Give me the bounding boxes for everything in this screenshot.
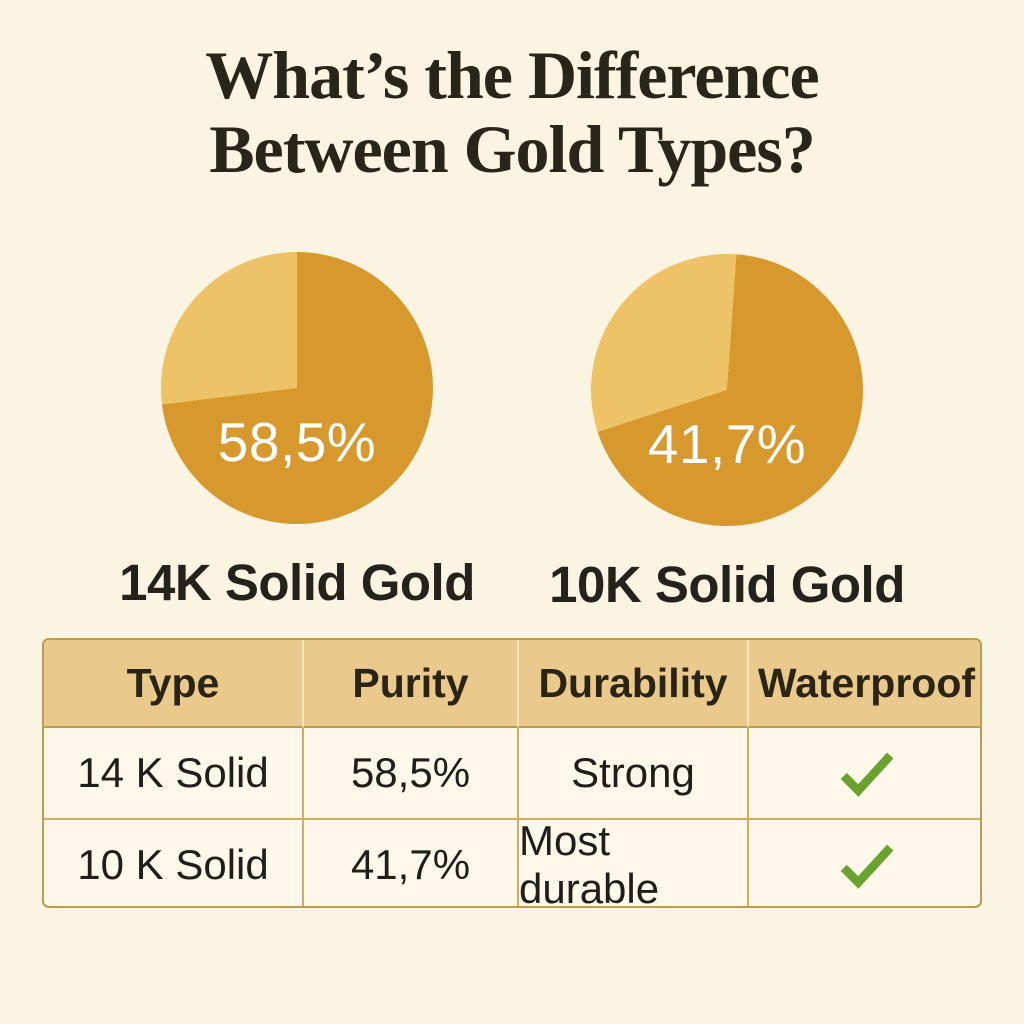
- table-cell-durability-14k: Strong: [519, 728, 749, 820]
- table-cell-type-14k: 14 K Solid: [44, 728, 304, 820]
- pie-group-14k: 58,5% 14K Solid Gold: [110, 252, 484, 612]
- table-cell-waterproof-14k: [749, 728, 980, 820]
- title-line-1: What’s the Difference: [205, 37, 819, 113]
- pie-caption-14k: 14K Solid Gold: [119, 554, 475, 611]
- pie-chart-10k: 41,7%: [591, 254, 863, 526]
- column-header-durability: Durability: [519, 640, 749, 728]
- page-title: What’s the Difference Between Gold Types…: [0, 38, 1024, 186]
- column-header-purity: Purity: [304, 640, 519, 728]
- comparison-table: Type Purity Durability Waterproof 14 K S…: [42, 638, 982, 908]
- pie-chart-14k: 58,5%: [161, 252, 433, 524]
- table-cell-type-10k: 10 K Solid: [44, 820, 304, 906]
- pie-value-label-10k: 41,7%: [647, 413, 807, 475]
- pie-value-label-14k: 58,5%: [217, 411, 377, 473]
- pie-caption-10k: 10K Solid Gold: [549, 556, 905, 613]
- table-cell-purity-10k: 41,7%: [304, 820, 519, 906]
- table-cell-waterproof-10k: [749, 820, 980, 906]
- checkmark-icon: [840, 844, 893, 889]
- checkmark-icon: [840, 752, 893, 797]
- column-header-waterproof: Waterproof: [749, 640, 980, 728]
- table-cell-purity-14k: 58,5%: [304, 728, 519, 820]
- table-cell-durability-10k: Most durable: [519, 817, 749, 906]
- title-line-2: Between Gold Types?: [209, 111, 816, 188]
- column-header-type: Type: [44, 640, 304, 728]
- pie-group-10k: 41,7% 10K Solid Gold: [540, 254, 914, 614]
